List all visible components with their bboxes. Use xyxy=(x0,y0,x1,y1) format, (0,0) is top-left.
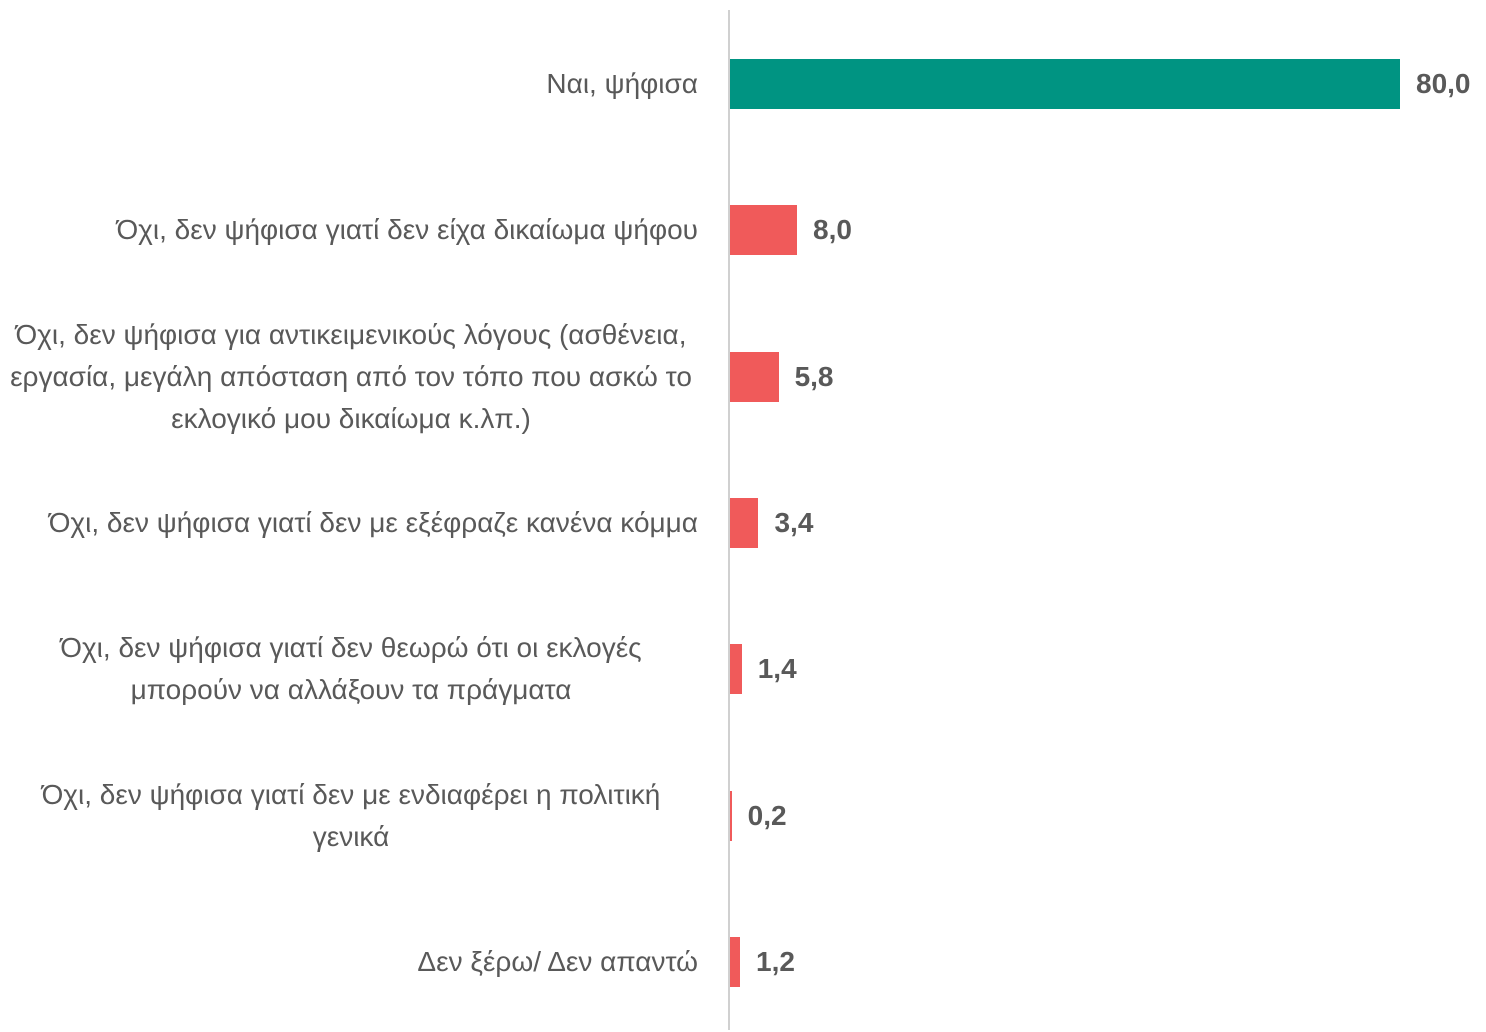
category-text: Όχι, δεν ψήφισα για αντικειμενικούς λόγο… xyxy=(10,318,692,434)
bar xyxy=(730,205,797,256)
bar xyxy=(730,59,1400,109)
axis-line xyxy=(728,10,730,1030)
category-label: Δεν ξέρω/ Δεν απαντώ xyxy=(4,892,698,1032)
bar xyxy=(730,497,759,548)
value-label: 1,2 xyxy=(756,945,795,977)
category-label: Όχι, δεν ψήφισα γιατί δεν θεωρώ ότι οι ε… xyxy=(4,599,698,739)
value-label: 80,0 xyxy=(1416,68,1471,99)
bar xyxy=(730,936,741,987)
category-text: Όχι, δεν ψήφισα γιατί δεν με ενδιαφέρει … xyxy=(41,778,661,852)
value-label: 1,4 xyxy=(757,653,797,685)
value-label: 8,0 xyxy=(813,214,852,246)
bar xyxy=(730,351,779,402)
category-text: Όχι, δεν ψήφισα γιατί δεν θεωρώ ότι οι ε… xyxy=(60,632,642,706)
bar xyxy=(730,644,742,695)
category-label: Όχι, δεν ψήφισα γιατί δεν με εξέφραζε κα… xyxy=(4,453,698,593)
category-label: Ναι, ψήφισα xyxy=(4,14,698,154)
category-text: Όχι, δεν ψήφισα γιατί δεν είχα δικαίωμα … xyxy=(116,214,698,246)
value-label: 3,4 xyxy=(774,506,814,538)
value-label: 0,2 xyxy=(747,799,787,831)
category-label: Όχι, δεν ψήφισα γιατί δεν με ενδιαφέρει … xyxy=(4,746,698,886)
category-text: Δεν ξέρω/ Δεν απαντώ xyxy=(417,945,698,977)
category-text: Ναι, ψήφισα xyxy=(546,68,698,99)
bar xyxy=(730,790,732,841)
value-label: 5,8 xyxy=(794,360,834,392)
category-label: Όχι, δεν ψήφισα γιατί δεν είχα δικαίωμα … xyxy=(4,160,698,300)
category-label: Όχι, δεν ψήφισα για αντικειμενικούς λόγο… xyxy=(4,307,698,447)
category-text: Όχι, δεν ψήφισα γιατί δεν με εξέφραζε κα… xyxy=(48,506,698,538)
